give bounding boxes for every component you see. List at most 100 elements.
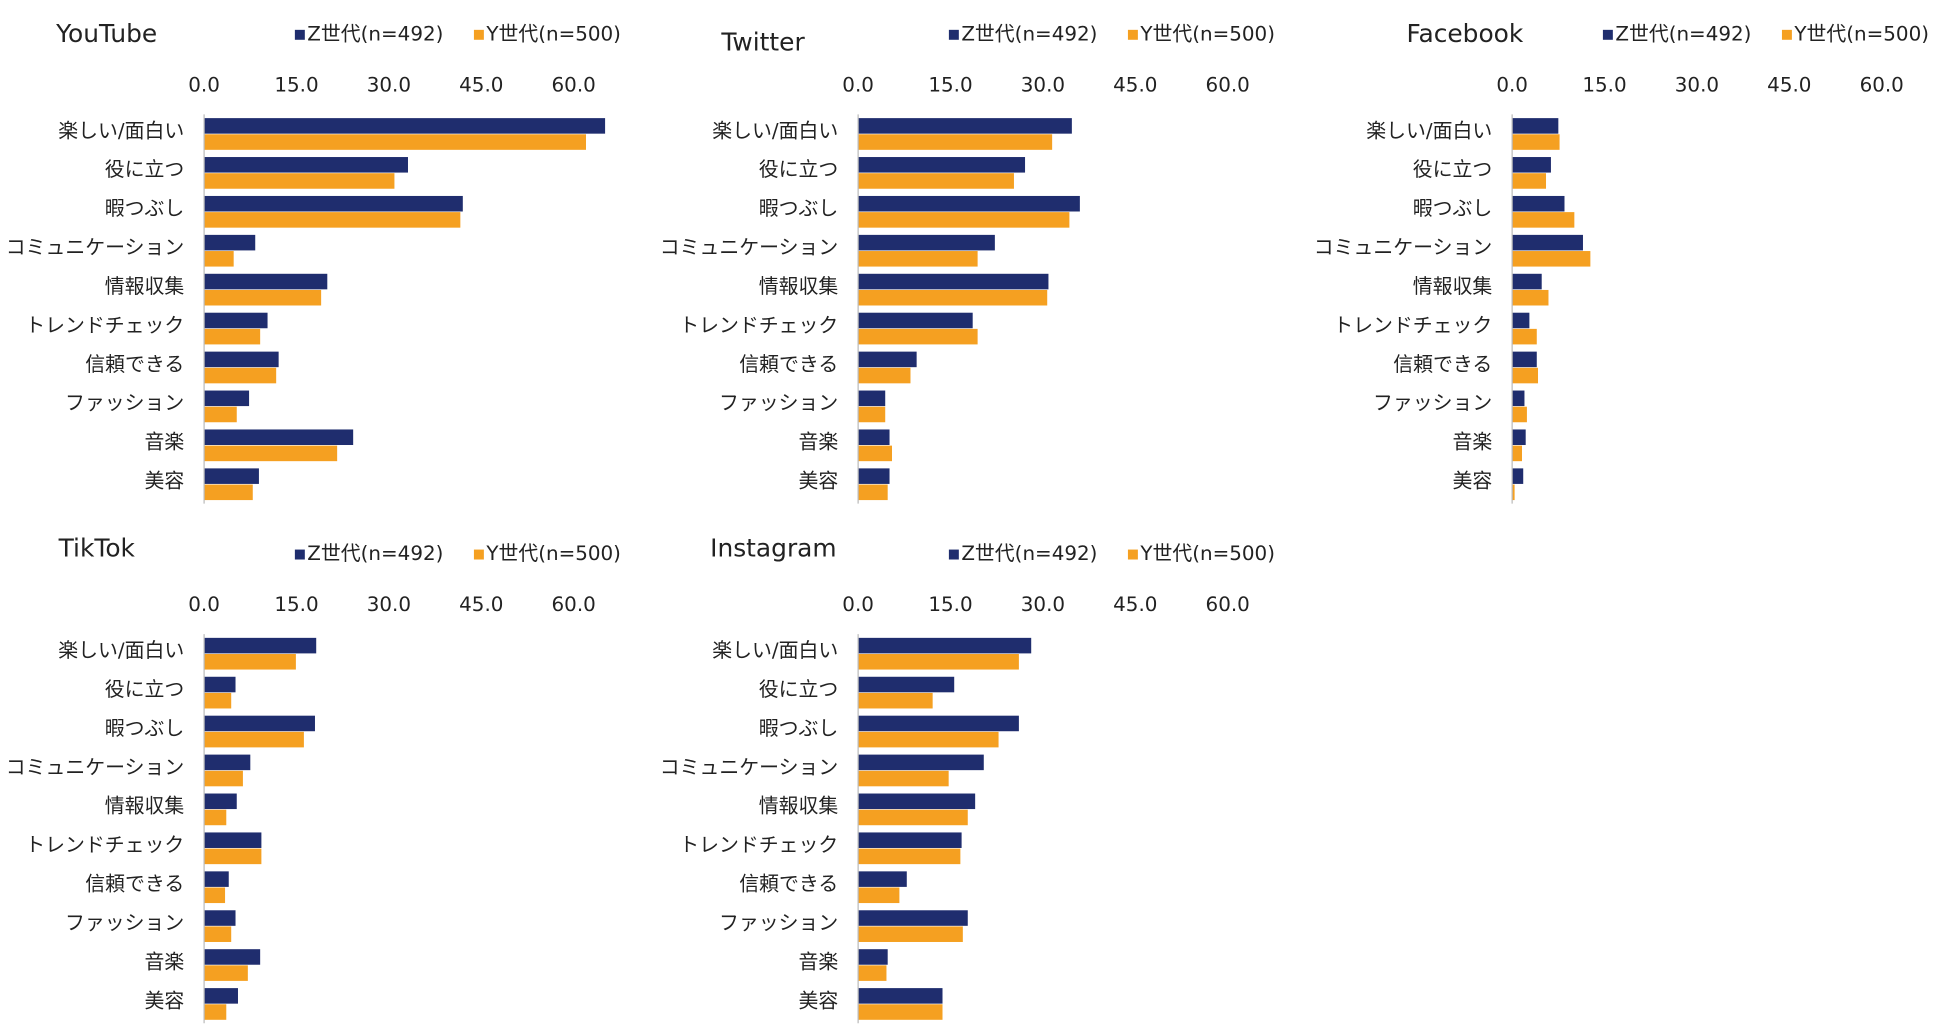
- y-tick-label: 美容: [144, 470, 184, 493]
- bar: [858, 118, 1072, 134]
- y-tick-label: 美容: [798, 470, 838, 493]
- y-tick-label: 暇つぶし: [759, 197, 839, 220]
- x-tick-label: 0.0: [1496, 73, 1528, 96]
- bar: [204, 445, 338, 462]
- y-tick-label: 美容: [144, 989, 184, 1012]
- y-tick-label: 役に立つ: [105, 678, 185, 701]
- x-tick-label: 60.0: [1206, 73, 1250, 96]
- bar: [204, 832, 262, 848]
- bar: [858, 234, 995, 251]
- x-tick-label: 15.0: [928, 73, 972, 96]
- bar: [204, 754, 251, 771]
- y-tick-label: 音楽: [798, 431, 838, 454]
- bar: [204, 468, 259, 484]
- bar: [204, 251, 234, 267]
- x-tick-label: 45.0: [459, 73, 503, 96]
- bar: [858, 754, 984, 771]
- bar: [204, 273, 328, 290]
- bar: [858, 367, 911, 384]
- x-tick-label: 30.0: [367, 593, 411, 616]
- y-tick-label: 暇つぶし: [759, 717, 839, 740]
- y-tick-label: トレンドチェック: [1333, 314, 1492, 337]
- bar: [204, 676, 236, 693]
- legend-swatch: [948, 549, 959, 560]
- bar: [1512, 351, 1537, 368]
- y-tick-label: 楽しい/面白い: [58, 119, 184, 142]
- x-tick-label: 30.0: [1675, 73, 1719, 96]
- y-tick-label: 音楽: [144, 431, 184, 454]
- bar: [858, 468, 890, 484]
- y-tick-label: 情報収集: [105, 275, 185, 298]
- legend-label: Z世代(n=492): [307, 542, 443, 565]
- bar: [204, 871, 229, 887]
- x-tick-label: 0.0: [842, 593, 874, 616]
- y-tick-label: 暇つぶし: [105, 717, 185, 740]
- bar: [1512, 406, 1527, 423]
- bar: [858, 351, 917, 368]
- x-tick-label: 0.0: [842, 73, 874, 96]
- bar: [1512, 157, 1551, 173]
- bar: [204, 988, 238, 1004]
- bar: [204, 1004, 227, 1020]
- y-tick-label: 情報収集: [1413, 275, 1493, 298]
- bar: [204, 212, 461, 228]
- bar: [858, 195, 1080, 212]
- y-tick-label: 役に立つ: [759, 158, 839, 181]
- y-tick-label: トレンドチェック: [25, 834, 184, 857]
- legend-label: Z世代(n=492): [961, 542, 1097, 565]
- bar: [858, 328, 978, 345]
- bar: [204, 390, 250, 407]
- bar: [858, 654, 1019, 670]
- bar: [858, 429, 890, 446]
- bar: [204, 793, 237, 810]
- y-tick-label: トレンドチェック: [25, 314, 184, 337]
- bar: [1512, 251, 1591, 267]
- y-tick-label: 美容: [1452, 470, 1492, 493]
- bar: [858, 157, 1026, 173]
- bar: [204, 770, 243, 787]
- y-tick-label: コミュニケーション: [660, 756, 838, 779]
- x-tick-label: 45.0: [459, 593, 503, 616]
- legend-swatch: [1602, 29, 1613, 40]
- bar: [858, 1004, 943, 1020]
- bar: [858, 173, 1014, 189]
- legend-swatch: [1127, 29, 1138, 40]
- bar: [858, 390, 886, 407]
- x-tick-label: 15.0: [274, 73, 318, 96]
- y-tick-label: 楽しい/面白い: [712, 119, 838, 142]
- y-tick-label: 暇つぶし: [105, 197, 185, 220]
- bar: [204, 910, 236, 926]
- y-tick-label: 信頼できる: [85, 873, 184, 896]
- y-tick-label: コミュニケーション: [6, 756, 184, 779]
- bar: [858, 637, 1032, 654]
- bar: [858, 926, 963, 942]
- x-tick-label: 30.0: [1021, 73, 1065, 96]
- bar: [1512, 367, 1539, 384]
- bar: [1512, 134, 1560, 150]
- y-tick-label: 役に立つ: [759, 678, 839, 701]
- bar: [858, 832, 962, 848]
- bar: [204, 926, 232, 942]
- legend-swatch: [1781, 29, 1792, 40]
- x-tick-label: 60.0: [1206, 593, 1250, 616]
- y-tick-label: 楽しい/面白い: [1366, 119, 1492, 142]
- y-tick-label: 情報収集: [105, 795, 185, 818]
- x-tick-label: 15.0: [928, 593, 972, 616]
- legend-swatch: [294, 29, 305, 40]
- y-tick-label: 役に立つ: [1413, 158, 1493, 181]
- bar: [204, 328, 261, 345]
- bar: [1512, 273, 1542, 290]
- y-tick-label: トレンドチェック: [679, 834, 838, 857]
- bar: [204, 848, 262, 865]
- y-tick-label: 音楽: [1452, 431, 1492, 454]
- y-tick-label: 暇つぶし: [1413, 197, 1493, 220]
- bar: [1512, 312, 1530, 329]
- bar: [1512, 289, 1549, 306]
- bar: [1512, 390, 1525, 407]
- x-tick-label: 15.0: [1582, 73, 1626, 96]
- y-tick-label: 楽しい/面白い: [58, 639, 184, 662]
- bar: [204, 715, 315, 732]
- x-tick-label: 60.0: [552, 593, 596, 616]
- bar: [1512, 484, 1515, 501]
- bar: [1512, 445, 1522, 462]
